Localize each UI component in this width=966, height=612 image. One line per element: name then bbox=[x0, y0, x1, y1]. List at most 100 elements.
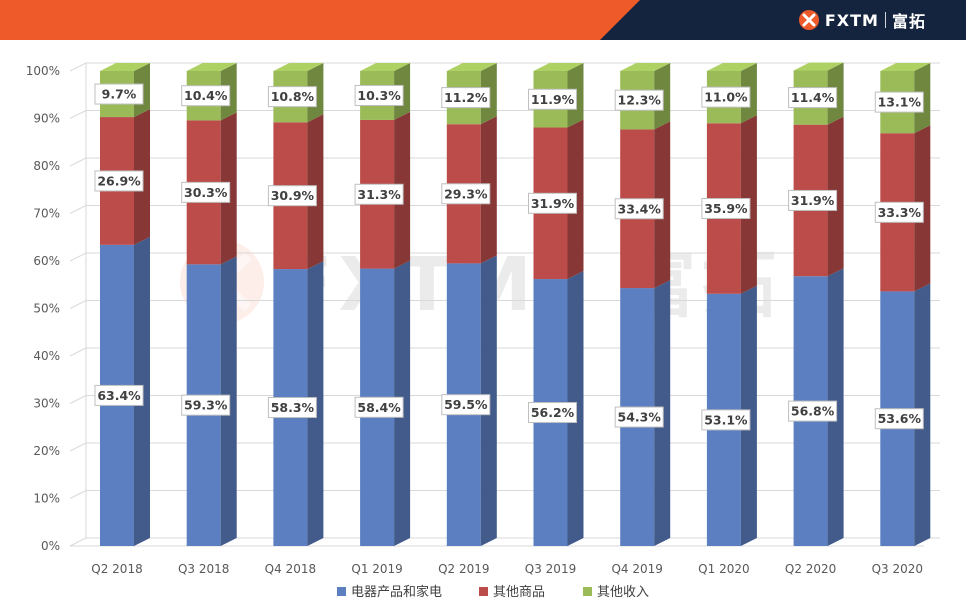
data-label-text: 26.9% bbox=[97, 173, 141, 188]
data-label: 58.3% bbox=[267, 397, 317, 419]
data-label-box bbox=[354, 183, 404, 205]
data-label: 58.4% bbox=[354, 396, 404, 418]
y-tick-label: 20% bbox=[33, 444, 60, 458]
data-label-text: 58.4% bbox=[357, 400, 401, 415]
gridline-side bbox=[69, 110, 87, 119]
data-label-box bbox=[528, 192, 577, 214]
data-label-text: 59.3% bbox=[184, 398, 228, 413]
data-label: 59.5% bbox=[441, 394, 491, 416]
data-label-box bbox=[874, 91, 924, 113]
gridline-side bbox=[69, 62, 87, 72]
data-label-text: 56.2% bbox=[531, 405, 575, 420]
data-label-text: 53.1% bbox=[704, 412, 748, 427]
data-label-text: 54.3% bbox=[618, 410, 662, 425]
data-label-box bbox=[614, 89, 664, 111]
legend-label: 其他商品 bbox=[493, 585, 545, 600]
data-label: 10.8% bbox=[267, 86, 317, 108]
x-tick-label: Q4 2019 bbox=[611, 562, 662, 576]
gridline-side bbox=[69, 395, 87, 404]
data-label-box bbox=[94, 384, 144, 406]
data-label-box bbox=[701, 409, 751, 431]
data-label: 30.3% bbox=[181, 181, 231, 203]
gridline-side bbox=[69, 490, 87, 499]
header-banner: FXTM 富拓 bbox=[0, 0, 966, 40]
data-label: 31.3% bbox=[354, 183, 404, 205]
legend-label: 电器产品和家电 bbox=[351, 584, 442, 600]
header-orange-band bbox=[0, 0, 640, 40]
x-tick-label: Q2 2020 bbox=[785, 562, 836, 576]
data-label-text: 30.9% bbox=[271, 188, 315, 203]
x-tick-label: Q4 2018 bbox=[265, 562, 316, 576]
bar-top bbox=[360, 63, 411, 71]
data-label-box bbox=[354, 396, 404, 418]
data-label: 11.2% bbox=[441, 87, 491, 109]
legend-swatch bbox=[479, 587, 488, 596]
data-label: 31.9% bbox=[528, 192, 577, 214]
brand-name: FXTM bbox=[824, 10, 879, 30]
x-tick-label: Q1 2019 bbox=[351, 562, 402, 576]
data-label-text: 31.9% bbox=[791, 193, 835, 208]
y-tick-label: 10% bbox=[33, 492, 60, 506]
data-label-text: 31.3% bbox=[357, 187, 401, 202]
data-label-box bbox=[701, 198, 751, 220]
data-label: 54.3% bbox=[614, 406, 664, 428]
data-label-box bbox=[267, 86, 317, 108]
data-label-box bbox=[94, 83, 144, 105]
data-label: 11.0% bbox=[701, 86, 751, 108]
x-tick-label: Q2 2019 bbox=[438, 562, 489, 576]
data-label: 59.3% bbox=[181, 394, 231, 416]
data-label-text: 11.4% bbox=[791, 90, 835, 105]
gridline-side bbox=[69, 252, 87, 262]
data-label-box bbox=[614, 406, 664, 428]
data-label-text: 10.4% bbox=[184, 88, 228, 103]
data-label-text: 35.9% bbox=[704, 201, 748, 216]
data-label: 9.7% bbox=[94, 83, 144, 105]
data-label: 11.9% bbox=[528, 88, 577, 110]
data-label-box bbox=[181, 85, 231, 107]
data-label-box bbox=[788, 87, 838, 109]
data-label: 33.4% bbox=[614, 198, 664, 220]
data-label: 35.9% bbox=[701, 198, 751, 220]
data-label-text: 12.3% bbox=[618, 93, 662, 108]
x-tick-label: Q1 2020 bbox=[698, 562, 749, 576]
data-label-text: 53.6% bbox=[878, 411, 922, 426]
brand-separator bbox=[884, 12, 886, 28]
legend-label: 其他收入 bbox=[597, 585, 649, 600]
data-label-text: 11.2% bbox=[444, 90, 488, 105]
data-label-box bbox=[267, 185, 317, 207]
data-label-box bbox=[94, 170, 144, 192]
data-label: 30.9% bbox=[267, 185, 317, 207]
y-tick-label: 40% bbox=[33, 349, 60, 363]
bar-top bbox=[273, 63, 324, 71]
data-label-box bbox=[788, 400, 838, 422]
data-label-box bbox=[874, 408, 924, 430]
bar-top bbox=[100, 63, 150, 71]
data-label-text: 33.4% bbox=[618, 201, 662, 216]
data-label-box bbox=[788, 189, 838, 211]
gridline-side bbox=[69, 157, 87, 167]
data-label: 11.4% bbox=[788, 87, 838, 109]
data-label: 10.3% bbox=[354, 84, 404, 106]
data-label: 56.2% bbox=[528, 402, 577, 424]
header-navy-band bbox=[600, 0, 966, 40]
data-label-box bbox=[181, 394, 231, 416]
data-label-text: 10.8% bbox=[271, 89, 315, 104]
gridline-side bbox=[69, 347, 87, 357]
data-label-box bbox=[528, 402, 577, 424]
data-label-text: 13.1% bbox=[878, 95, 922, 110]
data-label-box bbox=[441, 183, 491, 205]
data-label-box bbox=[181, 181, 231, 203]
bar-top bbox=[446, 63, 497, 71]
gridline-side bbox=[69, 537, 87, 547]
y-tick-label: 90% bbox=[33, 112, 60, 126]
data-label: 10.4% bbox=[181, 85, 231, 107]
data-label: 31.9% bbox=[788, 189, 838, 211]
y-tick-label: 30% bbox=[33, 397, 60, 411]
data-label-box bbox=[528, 88, 577, 110]
x-tick-label: Q3 2018 bbox=[178, 562, 229, 576]
data-label-box bbox=[441, 394, 491, 416]
gridline-side bbox=[69, 300, 87, 309]
data-label-text: 10.3% bbox=[357, 88, 401, 103]
data-label-text: 29.3% bbox=[444, 186, 488, 201]
data-label-text: 33.3% bbox=[878, 205, 922, 220]
